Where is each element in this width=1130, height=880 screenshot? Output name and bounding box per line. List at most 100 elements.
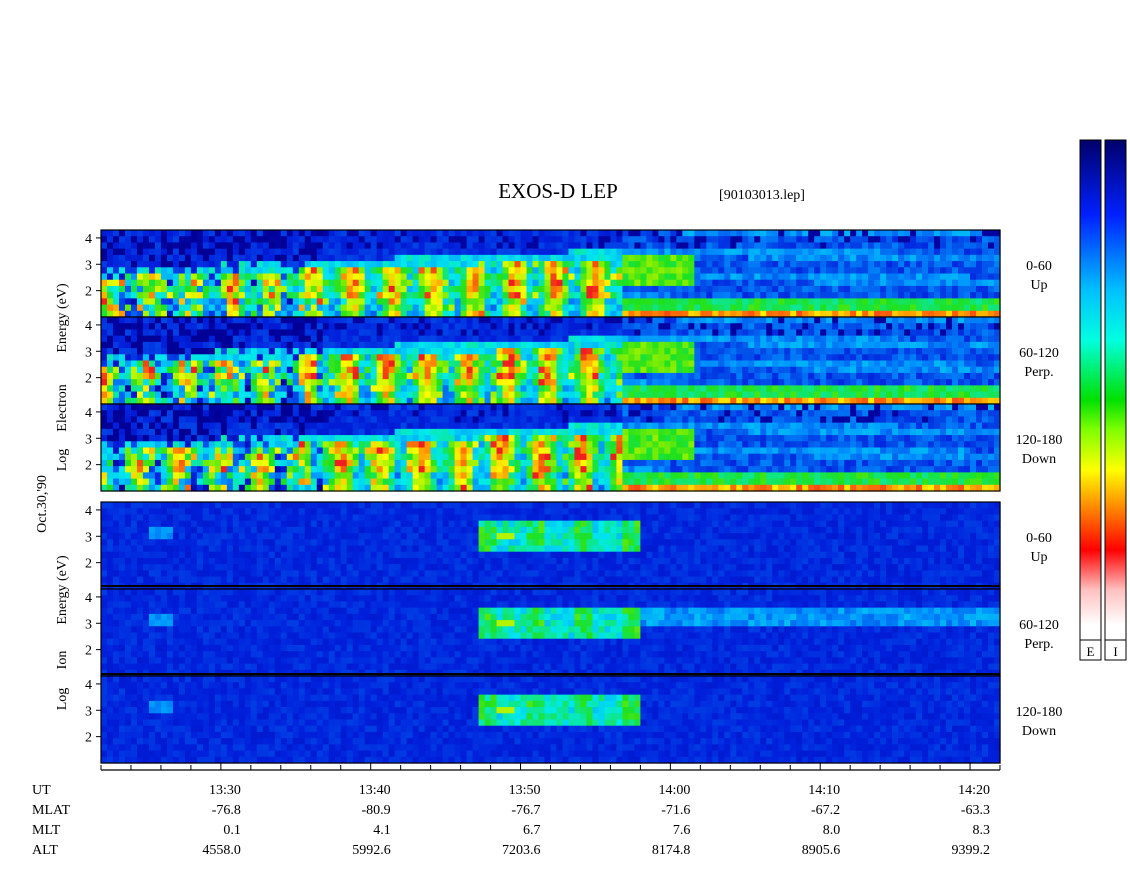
heatmap-cell	[425, 416, 432, 423]
heatmap-cell	[826, 317, 833, 324]
heatmap-cell	[509, 323, 516, 330]
heatmap-cell	[592, 280, 599, 287]
heatmap-cell	[964, 323, 971, 330]
heatmap-cell	[503, 249, 510, 256]
heatmap-cell	[263, 274, 270, 281]
heatmap-cell	[191, 298, 198, 305]
heatmap-cell	[676, 305, 683, 312]
heatmap-cell	[964, 242, 971, 249]
heatmap-cell	[622, 354, 629, 361]
heatmap-cell	[191, 342, 198, 349]
heatmap-cell	[251, 336, 258, 343]
heatmap-cell	[598, 255, 605, 262]
heatmap-cell	[467, 361, 474, 368]
heatmap-cell	[838, 261, 845, 268]
heatmap-cell	[527, 385, 534, 392]
heatmap-cell	[844, 286, 851, 293]
heatmap-cell	[323, 460, 330, 467]
heatmap-cell	[401, 286, 408, 293]
direction-label: Perp.	[1024, 365, 1053, 380]
heatmap-cell	[197, 242, 204, 249]
heatmap-cell	[730, 274, 737, 281]
heatmap-cell	[521, 255, 528, 262]
heatmap-cell	[383, 342, 390, 349]
heatmap-cell	[616, 323, 623, 330]
heatmap-cell	[628, 280, 635, 287]
heatmap-cell	[461, 267, 468, 274]
heatmap-cell	[383, 379, 390, 386]
heatmap-cell	[107, 348, 114, 355]
heatmap-cell	[826, 280, 833, 287]
heatmap-cell	[365, 342, 372, 349]
heatmap-cell	[832, 336, 839, 343]
heatmap-cell	[748, 336, 755, 343]
heatmap-cell	[203, 286, 210, 293]
heatmap-cell	[149, 423, 156, 430]
heatmap-cell	[479, 292, 486, 299]
heatmap-cell	[910, 379, 917, 386]
heatmap-cell	[545, 274, 552, 281]
heatmap-cell	[856, 329, 863, 336]
heatmap-cell	[778, 261, 785, 268]
heatmap-cell	[467, 267, 474, 274]
heatmap-cell	[766, 286, 773, 293]
heatmap-cell	[574, 261, 581, 268]
heatmap-cell	[658, 286, 665, 293]
heatmap-cell	[299, 367, 306, 374]
heatmap-cell	[634, 305, 641, 312]
heatmap-cell	[844, 317, 851, 324]
heatmap-cell	[455, 249, 462, 256]
heatmap-cell	[377, 249, 384, 256]
heatmap-cell	[473, 298, 480, 305]
heatmap-cell	[305, 379, 312, 386]
heatmap-cell	[646, 267, 653, 274]
heatmap-cell	[395, 354, 402, 361]
heatmap-cell	[796, 305, 803, 312]
heatmap-cell	[197, 373, 204, 380]
heatmap-cell	[808, 385, 815, 392]
heatmap-cell	[580, 267, 587, 274]
heatmap-cell	[688, 379, 695, 386]
heatmap-cell	[221, 280, 228, 287]
heatmap-cell	[389, 261, 396, 268]
heatmap-cell	[113, 236, 120, 243]
heatmap-cell	[275, 460, 282, 467]
heatmap-cell	[359, 454, 366, 461]
heatmap-cell	[401, 454, 408, 461]
heatmap-cell	[185, 354, 192, 361]
heatmap-cell	[395, 317, 402, 324]
heatmap-cell	[922, 367, 929, 374]
heatmap-cell	[886, 255, 893, 262]
heatmap-cell	[389, 348, 396, 355]
heatmap-cell	[335, 329, 342, 336]
heatmap-cell	[479, 305, 486, 312]
heatmap-cell	[880, 336, 887, 343]
heatmap-cell	[760, 249, 767, 256]
heatmap-cell	[467, 385, 474, 392]
heatmap-cell	[742, 379, 749, 386]
heatmap-cell	[491, 329, 498, 336]
heatmap-cell	[820, 292, 827, 299]
heatmap-cell	[125, 385, 132, 392]
heatmap-cell	[275, 472, 282, 479]
heatmap-cell	[359, 342, 366, 349]
heatmap-cell	[389, 230, 396, 237]
heatmap-cell	[886, 292, 893, 299]
heatmap-cell	[718, 274, 725, 281]
heatmap-cell	[916, 298, 923, 305]
heatmap-cell	[335, 348, 342, 355]
heatmap-cell	[431, 392, 438, 399]
heatmap-cell	[347, 354, 354, 361]
heatmap-cell	[826, 255, 833, 262]
heatmap-cell	[413, 472, 420, 479]
heatmap-cell	[377, 466, 384, 473]
heatmap-cell	[257, 367, 264, 374]
heatmap-cell	[988, 361, 995, 368]
heatmap-cell	[317, 373, 324, 380]
heatmap-cell	[808, 255, 815, 262]
heatmap-cell	[568, 373, 575, 380]
heatmap-cell	[796, 361, 803, 368]
heatmap-cell	[527, 342, 534, 349]
heatmap-cell	[880, 373, 887, 380]
heatmap-cell	[862, 342, 869, 349]
